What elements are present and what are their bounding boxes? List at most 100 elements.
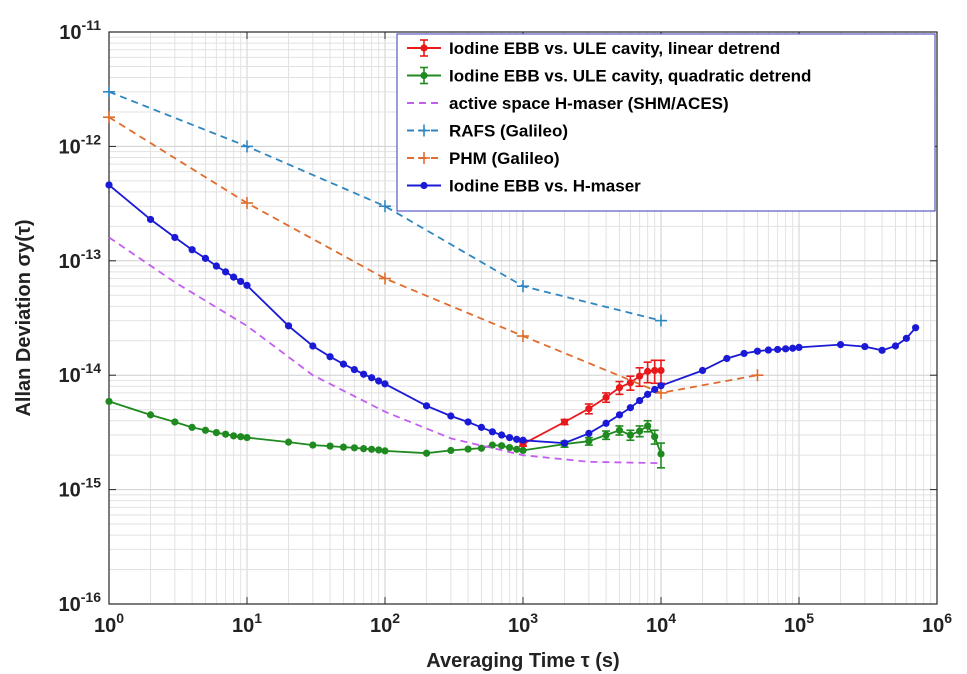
x-tick-exponent: 2 xyxy=(392,610,400,626)
data-point xyxy=(237,277,245,286)
data-point xyxy=(891,342,900,350)
legend: Iodine EBB vs. ULE cavity, linear detren… xyxy=(396,33,936,212)
data-point xyxy=(422,449,431,457)
y-tick-base: 10 xyxy=(59,22,81,44)
data-point xyxy=(477,423,486,431)
data-point xyxy=(146,215,155,224)
y-tick-label: 10-12 xyxy=(59,131,102,158)
data-point xyxy=(188,423,196,431)
data-point xyxy=(651,385,659,394)
data-point xyxy=(585,429,593,437)
data-point xyxy=(753,347,762,355)
x-tick-exponent: 0 xyxy=(116,610,124,626)
data-point xyxy=(636,396,644,405)
y-tick-exponent: -14 xyxy=(81,360,101,376)
legend-marker xyxy=(420,44,428,52)
data-point xyxy=(326,353,334,361)
data-point xyxy=(368,445,376,453)
x-tick-base: 10 xyxy=(922,615,944,637)
data-point xyxy=(375,446,383,454)
legend-label: active space H-maser (SHM/ACES) xyxy=(449,94,729,113)
tick-labels: 100 101 102 103 104 105 10610-1110-1210-1310-1… xyxy=(59,17,953,637)
data-point xyxy=(477,444,486,452)
legend-box xyxy=(396,33,936,212)
y-tick-label: 10-11 xyxy=(59,17,101,44)
data-point xyxy=(381,380,389,388)
x-tick-label: 106 xyxy=(922,610,952,637)
x-tick-base: 10 xyxy=(94,615,116,637)
data-point xyxy=(585,405,593,413)
data-point xyxy=(836,341,845,349)
data-point xyxy=(381,447,389,455)
y-tick-exponent: -13 xyxy=(81,246,101,262)
data-point xyxy=(146,411,155,419)
data-point xyxy=(237,433,245,441)
data-point xyxy=(368,374,376,382)
y-tick-exponent: -12 xyxy=(81,131,101,147)
y-tick-label: 10-15 xyxy=(59,475,102,502)
y-tick-label: 10-16 xyxy=(59,589,102,616)
legend-entry: Iodine EBB vs. H-maser xyxy=(407,177,641,196)
legend-label: Iodine EBB vs. ULE cavity, quadratic det… xyxy=(449,67,811,86)
series-layer xyxy=(103,85,920,469)
x-tick-base: 10 xyxy=(646,615,668,637)
data-point xyxy=(201,254,210,262)
y-tick-base: 10 xyxy=(59,594,81,616)
y-tick-base: 10 xyxy=(59,365,81,387)
data-point xyxy=(309,441,317,449)
data-point xyxy=(560,418,569,426)
data-point xyxy=(284,438,293,446)
data-point xyxy=(230,273,238,281)
y-axis-title: Allan Deviation σy(τ) xyxy=(13,219,35,416)
data-point xyxy=(222,430,230,438)
data-point xyxy=(657,450,665,458)
data-point xyxy=(105,181,113,189)
x-tick-label: 105 xyxy=(784,610,814,637)
x-tick-base: 10 xyxy=(784,615,806,637)
legend-entry: Iodine EBB vs. ULE cavity, quadratic det… xyxy=(407,67,811,86)
data-point xyxy=(212,262,220,270)
x-tick-label: 103 xyxy=(508,610,538,637)
data-point xyxy=(795,343,803,351)
x-tick-label: 100 xyxy=(94,610,124,637)
data-point xyxy=(339,360,348,368)
data-point xyxy=(464,445,472,453)
legend-label: RAFS (Galileo) xyxy=(449,122,568,141)
data-point xyxy=(657,382,665,390)
x-tick-base: 10 xyxy=(370,615,392,637)
x-tick-label: 101 xyxy=(232,610,262,637)
data-point xyxy=(513,435,521,443)
y-tick-label: 10-14 xyxy=(59,360,102,387)
data-point xyxy=(651,433,659,441)
data-point xyxy=(201,426,210,434)
data-point xyxy=(422,402,431,410)
data-point xyxy=(498,442,506,450)
data-point xyxy=(506,433,514,442)
y-tick-exponent: -15 xyxy=(81,475,101,491)
x-tick-base: 10 xyxy=(508,615,530,637)
data-point xyxy=(774,345,782,354)
data-point xyxy=(651,366,659,375)
data-point xyxy=(644,422,652,430)
data-point xyxy=(644,390,652,398)
data-point xyxy=(740,349,748,358)
data-point xyxy=(789,344,797,352)
series-2 xyxy=(105,397,665,469)
legend-entry: PHM (Galileo) xyxy=(407,149,560,168)
series-line xyxy=(108,184,917,445)
legend-marker xyxy=(420,181,428,190)
data-point xyxy=(243,433,251,442)
data-point xyxy=(350,444,358,452)
data-point xyxy=(447,446,455,455)
x-tick-exponent: 3 xyxy=(530,610,538,626)
data-point xyxy=(764,346,772,354)
data-point xyxy=(360,445,368,453)
y-tick-base: 10 xyxy=(59,251,81,273)
data-point xyxy=(498,431,506,439)
y-tick-label: 10-13 xyxy=(59,246,102,273)
plot-frame xyxy=(108,31,938,605)
series-line xyxy=(108,116,758,394)
data-point xyxy=(615,426,624,434)
data-point xyxy=(615,411,624,419)
